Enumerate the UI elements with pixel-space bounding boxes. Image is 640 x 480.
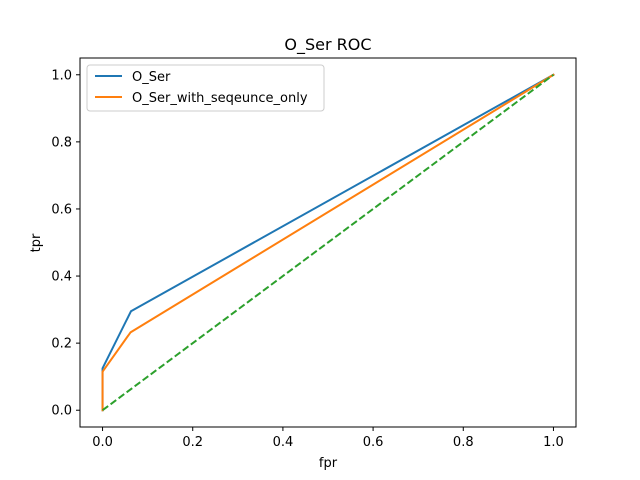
y-axis-label: tpr <box>29 233 44 252</box>
x-axis-label: fpr <box>319 456 338 471</box>
legend: O_Ser O_Ser_with_seqeunce_only <box>86 64 325 112</box>
plot-area <box>101 73 555 412</box>
y-tick-label: 0.6 <box>51 202 72 217</box>
y-tick-label: 0.8 <box>51 135 72 150</box>
legend-box <box>86 64 325 112</box>
y-axis-ticks: 0.0 0.2 0.4 0.6 0.8 1.0 <box>51 68 80 419</box>
x-tick-label: 0.4 <box>273 435 294 450</box>
y-tick-label: 0.4 <box>51 270 72 285</box>
series-line-o-ser-with-sequence-only <box>101 73 555 412</box>
chart-title: O_Ser ROC <box>284 35 371 55</box>
series-line-chance-diagonal <box>101 73 555 412</box>
x-tick-label: 1.0 <box>543 435 564 450</box>
x-axis-ticks: 0.0 0.2 0.4 0.6 0.8 1.0 <box>92 427 564 450</box>
axes-frame <box>79 57 577 428</box>
x-tick-label: 0.6 <box>363 435 384 450</box>
x-tick-label: 0.2 <box>182 435 203 450</box>
x-tick-label: 0.8 <box>453 435 474 450</box>
y-tick-label: 0.2 <box>51 337 72 352</box>
x-tick-label: 0.0 <box>92 435 113 450</box>
y-tick-label: 0.0 <box>51 404 72 419</box>
y-tick-label: 1.0 <box>51 68 72 83</box>
legend-label-o-ser: O_Ser <box>132 70 171 85</box>
legend-label-o-ser-with-sequence-only: O_Ser_with_seqeunce_only <box>132 91 308 106</box>
